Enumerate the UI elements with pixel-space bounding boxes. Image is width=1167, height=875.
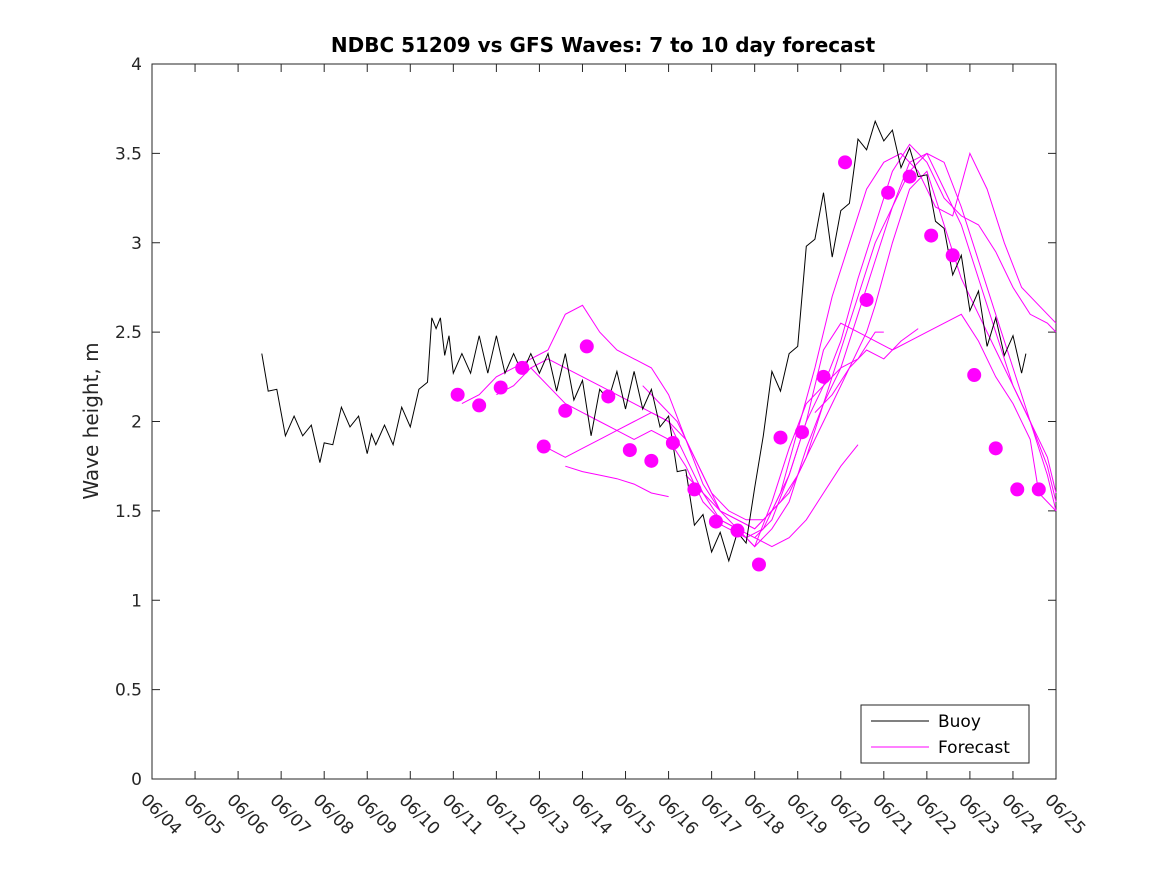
y-tick-label: 2 (131, 413, 142, 433)
forecast-point (1031, 482, 1046, 497)
forecast-point (795, 425, 810, 440)
forecast-point (515, 360, 530, 375)
forecast-point (924, 228, 939, 243)
forecast-point (601, 389, 616, 404)
forecast-point (773, 430, 788, 445)
forecast-line (496, 313, 1057, 539)
forecast-line (711, 151, 1057, 539)
forecast-point (730, 523, 745, 538)
forecast-line (642, 170, 1057, 521)
forecast-point (881, 185, 896, 200)
forecast-point (493, 380, 508, 395)
forecast-point (1010, 482, 1025, 497)
forecast-point (945, 248, 960, 263)
forecast-point (536, 439, 551, 454)
forecast-point (472, 398, 487, 413)
legend-box (860, 704, 1030, 764)
y-tick-label: 4 (131, 55, 142, 75)
forecast-point (902, 169, 917, 184)
forecast-point (558, 403, 573, 418)
forecast-point (579, 339, 594, 354)
y-tick-label: 0 (131, 770, 142, 790)
y-tick-label: 1.5 (115, 502, 142, 522)
forecast-point (751, 557, 766, 572)
forecast-point (665, 435, 680, 450)
forecast-point (622, 443, 637, 458)
y-tick-label: 3 (131, 234, 142, 254)
y-tick-label: 1 (131, 591, 142, 611)
forecast-point (450, 387, 465, 402)
forecast-point (816, 369, 831, 384)
legend: Buoy Forecast (860, 704, 1030, 764)
y-tick-label: 2.5 (115, 323, 142, 343)
forecast-point (644, 453, 659, 468)
forecast-point (708, 514, 723, 529)
chart-title: NDBC 51209 vs GFS Waves: 7 to 10 day for… (331, 33, 876, 57)
y-axis-label: Wave height, m (79, 342, 103, 499)
forecast-line (565, 465, 669, 498)
y-tick-label: 0.5 (115, 681, 142, 701)
legend-label: Forecast (938, 738, 1010, 758)
forecast-point (988, 441, 1003, 456)
forecast-line (461, 304, 884, 548)
forecast-line (814, 328, 919, 413)
buoy-line (261, 119, 1027, 563)
forecast-point (967, 368, 982, 383)
forecast-point (838, 155, 853, 170)
forecast-point (859, 292, 874, 307)
forecast-point (687, 482, 702, 497)
forecast-line (754, 444, 859, 548)
legend-label: Buoy (938, 712, 981, 732)
y-tick-label: 3.5 (115, 144, 142, 164)
